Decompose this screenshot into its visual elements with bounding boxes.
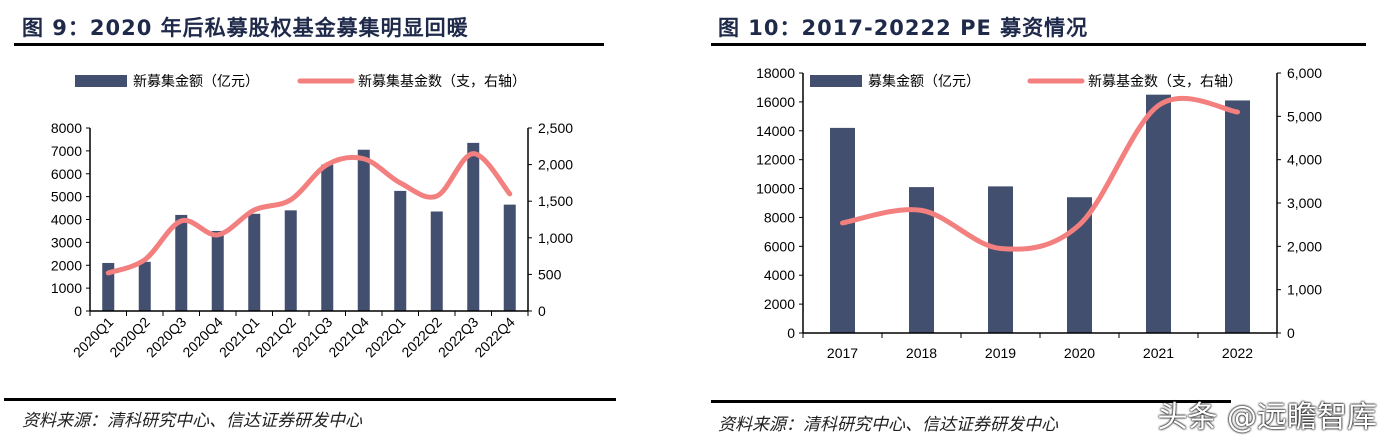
chart2-bar-2021 [1146, 94, 1171, 334]
chart2-legend-line-label: 新募基金数（支，右轴） [1088, 73, 1242, 89]
chart1-ytick-label: 8000 [51, 120, 82, 136]
chart2-ytick-label: 12000 [756, 152, 795, 168]
chart2-title: 图 10：2017-20222 PE 募资情况 [718, 16, 1089, 40]
chart1-xtick-label: 2022Q4 [471, 314, 518, 361]
chart1-legend-bar-label: 新募集金额（亿元） [133, 73, 259, 89]
chart2-ytick-label: 6000 [764, 238, 795, 254]
chart2-y2tick-label: 5,000 [1287, 108, 1322, 124]
chart2-ytick-label: 14000 [756, 123, 795, 139]
chart1-bar-2020Q1 [102, 262, 115, 311]
chart2-source-rule [711, 400, 1231, 403]
chart2-y2tick-label: 4,000 [1287, 152, 1322, 168]
chart1-bar-2021Q4 [357, 149, 370, 311]
chart1-y2tick-label: 1,000 [538, 230, 573, 246]
chart1-y2tick-label: 2,500 [538, 120, 573, 136]
chart2-y2tick-label: 6,000 [1287, 65, 1322, 81]
chart1-y2tick-label: 2,000 [538, 157, 573, 173]
chart1-ytick-label: 7000 [51, 143, 82, 159]
chart1-title-rule [14, 43, 604, 46]
chart1-ytick-label: 2000 [51, 257, 82, 273]
chart2-bar-2017 [830, 127, 855, 333]
chart2-ytick-label: 18000 [756, 65, 795, 81]
chart2-xtick-label: 2022 [1222, 345, 1253, 361]
chart2-xtick-label: 2020 [1064, 345, 1095, 361]
chart1-bar-2021Q2 [284, 210, 297, 311]
chart2-ytick-label: 10000 [756, 181, 795, 197]
chart1-ytick-label: 4000 [51, 212, 82, 228]
chart1-ytick-label: 6000 [51, 166, 82, 182]
chart2-source: 资料来源：清科研究中心、信达证券研发中心 [718, 415, 1058, 435]
chart2-y2tick-label: 2,000 [1287, 238, 1322, 254]
chart2-legend-bar-label: 募集金额（亿元） [868, 73, 980, 89]
chart1-ytick-label: 3000 [51, 234, 82, 250]
chart2-bar-2019 [988, 186, 1013, 333]
chart1-legend-line-label: 新募集基金数（支，右轴） [358, 73, 526, 89]
chart1-ytick-label: 0 [74, 303, 82, 319]
chart1-bar-2022Q2 [430, 211, 443, 311]
chart2-ytick-label: 0 [787, 325, 795, 341]
chart2-y2tick-label: 0 [1287, 325, 1295, 341]
chart1-source-rule [4, 398, 616, 401]
chart1-bar-2022Q4 [503, 204, 516, 311]
chart1-y2tick-label: 0 [538, 303, 546, 319]
chart1-bar-2022Q3 [467, 142, 480, 311]
chart1-source: 资料来源：清科研究中心、信达证券研发中心 [22, 411, 362, 431]
chart2-y2tick-label: 1,000 [1287, 282, 1322, 298]
chart2-line-series [840, 95, 1240, 252]
chart1-bar-2020Q2 [138, 261, 151, 311]
chart2-y2tick-label: 3,000 [1287, 195, 1322, 211]
chart1-ytick-label: 1000 [51, 280, 82, 296]
watermark: 头条 @远瞻智库 [1157, 400, 1377, 435]
chart2-bar-2022 [1225, 100, 1250, 333]
chart1-ytick-label: 5000 [51, 189, 82, 205]
chart1-y2tick-label: 1,500 [538, 193, 573, 209]
chart2-bar-2020 [1067, 197, 1092, 333]
chart2-legend-bar-swatch [810, 75, 862, 87]
chart2-ytick-label: 16000 [756, 94, 795, 110]
chart2-title-rule [711, 43, 1366, 46]
chart2-xtick-label: 2017 [827, 345, 858, 361]
chart1-bar-2021Q3 [321, 164, 334, 311]
chart1-line-series [105, 151, 513, 276]
chart1-y2tick-label: 500 [538, 266, 562, 282]
chart2-xtick-label: 2019 [985, 345, 1016, 361]
chart2-ytick-label: 2000 [764, 296, 795, 312]
chart1-title: 图 9：2020 年后私募股权基金募集明显回暖 [22, 16, 469, 40]
chart2-xtick-label: 2021 [1143, 345, 1174, 361]
chart1-bar-2021Q1 [248, 213, 261, 311]
chart1-legend-bar-swatch [75, 75, 127, 87]
chart1-bar-2020Q3 [175, 214, 188, 311]
chart2-xtick-label: 2018 [906, 345, 937, 361]
chart2-ytick-label: 4000 [764, 267, 795, 283]
chart2-ytick-label: 8000 [764, 209, 795, 225]
chart1-bar-2020Q4 [211, 230, 224, 311]
chart1-bar-2022Q1 [394, 190, 407, 311]
